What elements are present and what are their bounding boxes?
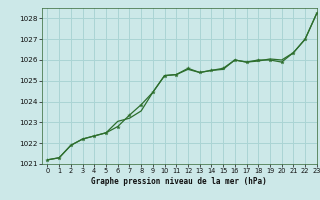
X-axis label: Graphe pression niveau de la mer (hPa): Graphe pression niveau de la mer (hPa) — [91, 177, 267, 186]
